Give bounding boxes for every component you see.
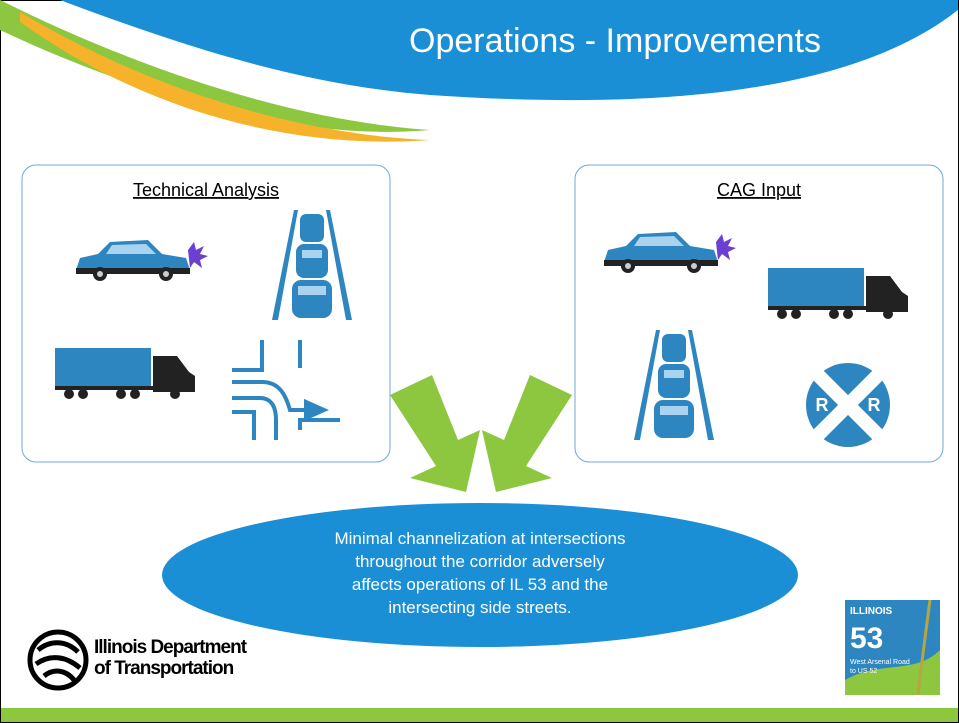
title: Operations - Improvements <box>409 22 821 60</box>
footer-band <box>1 708 958 722</box>
conclusion-line: affects operations of IL 53 and the <box>352 575 608 594</box>
logo-text: Illinois Department <box>94 637 248 658</box>
svg-text:R: R <box>868 395 881 415</box>
conclusion-line: intersecting side streets. <box>388 598 571 617</box>
panel-heading: CAG Input <box>717 180 801 200</box>
badge-route: 53 <box>850 622 883 655</box>
badge-state: ILLINOIS <box>850 606 893 617</box>
svg-text:R: R <box>816 395 829 415</box>
route-badge: ILLINOIS 53 West Arsenal Road to US 52 <box>845 600 940 695</box>
conclusion-line: Minimal channelization at intersections <box>334 529 625 548</box>
logo-text: of Transportation <box>94 658 234 679</box>
icon-railroad: R R <box>806 363 890 447</box>
badge-text: to US 52 <box>850 668 877 675</box>
conclusion-line: throughout the corridor adversely <box>355 552 605 571</box>
slide: Operations - Improvements Technical Anal… <box>0 0 959 723</box>
panel <box>22 165 390 462</box>
badge-text: West Arsenal Road <box>850 659 910 666</box>
panel-heading: Technical Analysis <box>133 180 279 200</box>
